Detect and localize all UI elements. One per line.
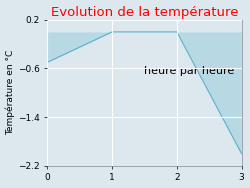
Title: Evolution de la température: Evolution de la température [51, 6, 238, 19]
Y-axis label: Température en °C: Température en °C [6, 50, 15, 135]
X-axis label: heure par heure: heure par heure [144, 67, 234, 77]
